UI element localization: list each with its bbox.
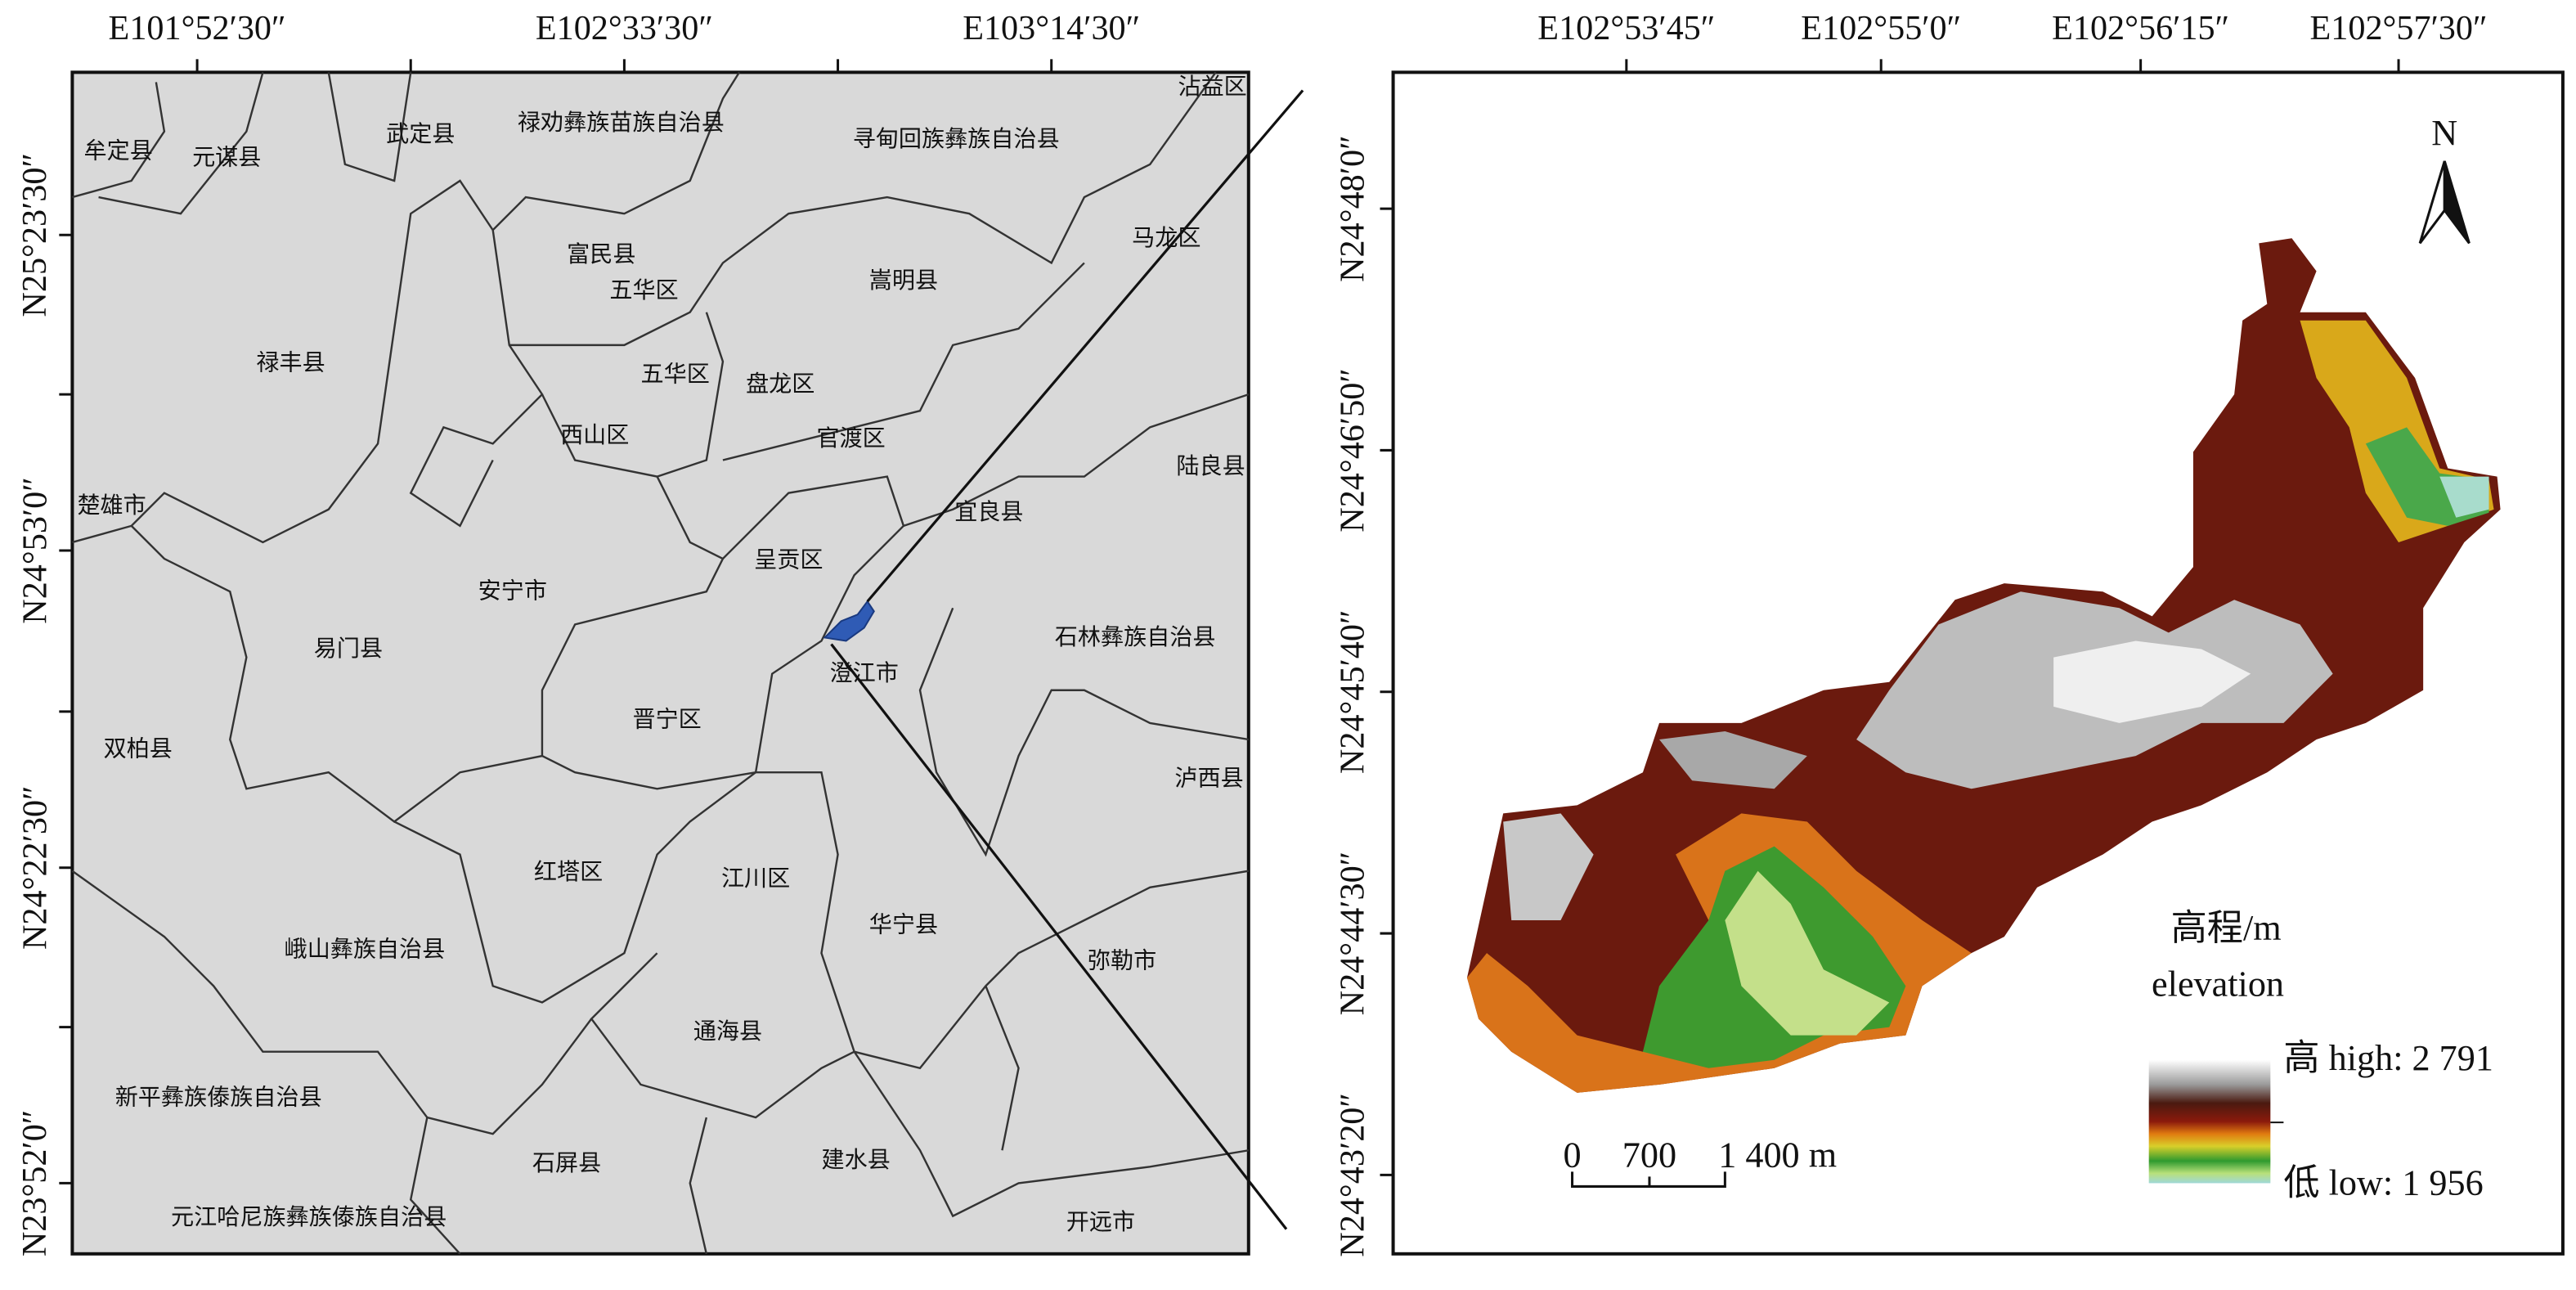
y-tick-label: N23°52′0″ [16,1110,54,1257]
place-label: 澄江市 [830,660,899,686]
place-label: 五华区 [641,361,710,387]
place-label: 开远市 [1066,1209,1135,1235]
place-label: 五华区 [609,277,678,303]
place-label: 沾益区 [1178,74,1246,100]
place-label: 弥勒市 [1088,948,1156,974]
scale-bar [1571,1171,1726,1188]
x-tick-label: E102°33′30″ [536,9,713,47]
x-tick-label: E102°53′45″ [1537,9,1715,47]
zoom-line [830,643,1288,1230]
place-label: 通海县 [693,1018,762,1045]
place-label: 嵩明县 [869,267,938,294]
place-label: 楚雄市 [77,492,146,519]
place-label: 江川区 [721,865,790,892]
y-tick-label: N25°23′30″ [16,153,54,317]
y-tick-label: N24°46′50″ [1333,368,1371,533]
left-map-frame [70,70,1250,1256]
place-label: 牟定县 [83,137,152,164]
place-label: 元江哈尼族彝族傣族自治县 [171,1204,447,1230]
lake [823,600,875,642]
dem [1466,238,2501,1093]
legend-title: 高程/m [2171,908,2282,948]
place-label: 禄丰县 [256,349,325,375]
place-label: 泸西县 [1174,766,1243,792]
x-tick-label: E102°57′30″ [2310,9,2488,47]
place-label: 新平彝族傣族自治县 [115,1084,322,1110]
place-label: 富民县 [567,241,635,267]
place-label: 石屏县 [532,1151,601,1176]
scale-label: 0 [1563,1135,1581,1175]
place-label: 石林彝族自治县 [1055,624,1216,650]
x-tick-label: E102°56′15″ [2052,9,2229,47]
place-label: 华宁县 [869,911,938,937]
place-label: 陆良县 [1176,453,1245,479]
place-label: 安宁市 [478,578,547,605]
scale-label: 700 [1622,1135,1676,1175]
zoom-line [866,89,1304,603]
x-tick-label: E103°14′30″ [963,9,1140,47]
place-label: 禄劝彝族苗族自治县 [518,110,725,136]
place-label: 红塔区 [534,859,603,885]
place-label: 官渡区 [816,425,885,452]
place-label: 西山区 [560,422,629,448]
place-label: 元谋县 [192,145,261,170]
y-tick-label: N24°45′40″ [1333,609,1371,774]
y-tick-label: N24°22′30″ [16,785,54,950]
place-label: 峨山彝族自治县 [285,937,446,963]
x-tick-label: E102°55′0″ [1801,9,1961,47]
y-tick-label: N24°43′20″ [1333,1093,1371,1257]
legend-low: 低 low: 1 956 [2283,1162,2483,1202]
north-label: N [2431,113,2457,153]
y-tick-label: N24°53′0″ [16,477,54,624]
y-tick-label: N24°48′0″ [1333,135,1371,282]
legend-subtitle: elevation [2152,964,2284,1004]
place-label: 武定县 [386,121,455,147]
place-label: 易门县 [314,636,383,662]
place-label: 双柏县 [104,736,173,762]
place-label: 建水县 [821,1147,890,1173]
legend-ramp [2148,1059,2271,1184]
place-label: 寻甸回族彝族自治县 [853,126,1060,152]
x-tick-label: E101°52′30″ [109,9,286,47]
legend-high: 高 high: 2 791 [2283,1038,2493,1078]
place-label: 呈贡区 [754,548,823,573]
y-tick-label: N24°44′30″ [1333,852,1371,1016]
place-label: 宜良县 [954,499,1023,525]
scale-label: 1 400 m [1718,1135,1837,1175]
place-label: 盘龙区 [746,371,815,398]
place-label: 晋宁区 [632,706,701,732]
north-arrow [2418,160,2471,245]
place-label: 马龙区 [1132,225,1200,251]
